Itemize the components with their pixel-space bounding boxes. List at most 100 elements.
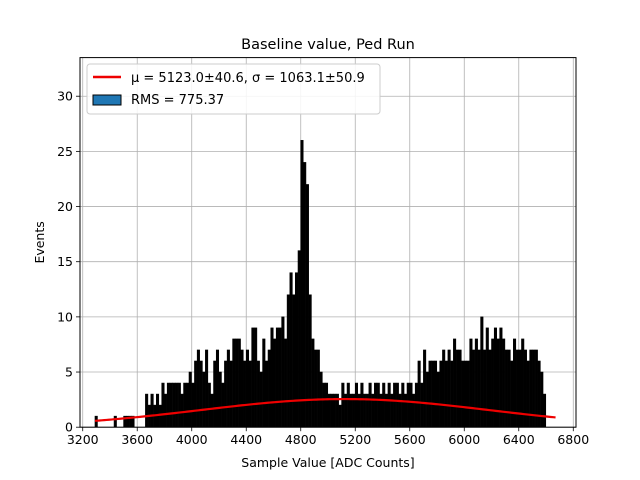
histogram-bar [305, 184, 309, 428]
histogram-bar [248, 360, 252, 428]
histogram-bar [374, 382, 378, 428]
histogram-bar [376, 382, 380, 428]
histogram-bar [177, 382, 181, 428]
histogram-bar [406, 382, 410, 428]
histogram-bar [205, 349, 209, 428]
histogram-bar [431, 360, 435, 428]
histogram-bar [294, 272, 299, 428]
histogram-bar [191, 382, 195, 428]
histogram-bar [450, 360, 454, 428]
histogram-bar [156, 393, 160, 428]
histogram-bar [300, 140, 304, 428]
histogram-bar [338, 404, 342, 428]
histogram-bar [442, 349, 446, 428]
histogram-bar [474, 338, 478, 428]
histogram-bar [354, 382, 359, 428]
y-tick-label: 0 [65, 420, 73, 435]
histogram-bar [542, 393, 547, 428]
histogram-bar [284, 338, 288, 428]
histogram-bar [433, 360, 438, 428]
histogram-bar [161, 382, 165, 428]
histogram-bar [311, 338, 315, 428]
y-tick-label: 5 [65, 365, 73, 380]
histogram-bar [256, 360, 260, 428]
chart-title: Baseline value, Ped Run [241, 37, 415, 53]
x-tick-label: 6400 [503, 432, 535, 447]
histogram-bar [207, 382, 211, 428]
histogram-bar [401, 382, 405, 428]
histogram-bar [461, 360, 465, 428]
histogram-bar [158, 404, 162, 428]
legend-box [86, 63, 381, 115]
histogram-bar [537, 360, 541, 428]
y-tick-label: 30 [57, 89, 73, 104]
fit-curve-group [94, 397, 556, 422]
histogram-bar [469, 338, 473, 428]
histogram-bar [175, 382, 179, 428]
histogram-bar [221, 382, 225, 428]
histogram-bar [444, 360, 448, 428]
y-tick-label: 10 [57, 309, 73, 324]
histogram-bar [412, 393, 416, 428]
histogram-bar [485, 327, 489, 428]
histogram-bar [472, 349, 476, 428]
histogram-bar [540, 371, 544, 428]
histogram-bar [404, 393, 408, 428]
histogram-bar [213, 360, 217, 428]
histogram-bar [423, 349, 427, 428]
histogram-bar [515, 349, 519, 428]
histogram-bar [224, 360, 228, 428]
x-tick-label: 6000 [448, 432, 480, 447]
y-tick-label: 15 [57, 254, 73, 269]
histogram-bar [477, 349, 481, 428]
histogram-bar [169, 382, 173, 428]
histogram-bar [483, 349, 487, 428]
x-axis-ticks: 3200 3600 4000 4400 4800 5200 5600 6000 6400 6800 [67, 427, 589, 447]
histogram-bar [382, 382, 386, 428]
histogram-bar [237, 338, 241, 428]
histogram-bar [180, 393, 184, 428]
plot-frame [79, 57, 577, 428]
histogram-bar [504, 349, 508, 428]
histogram-bar [270, 327, 274, 428]
histogram-bar [183, 382, 187, 428]
histogram-bar [488, 349, 492, 428]
histogram-bar [428, 360, 432, 428]
histogram-bar [390, 393, 394, 428]
histogram-bar [436, 371, 440, 428]
histogram-bar [172, 382, 176, 428]
histogram-bar [308, 294, 312, 428]
histogram-bar [425, 371, 429, 428]
histogram-bar [251, 327, 255, 428]
histogram-bar [210, 393, 214, 428]
histogram-bar [523, 349, 527, 428]
histogram-bar [286, 294, 290, 428]
x-axis-label: Sample Value [ADC Counts] [241, 455, 414, 470]
x-tick-label: 3200 [67, 432, 99, 447]
histogram-bar [232, 338, 236, 428]
histogram-bar [273, 338, 277, 428]
histogram-bar [267, 349, 271, 428]
histogram-bar [226, 349, 230, 428]
histogram-bar [199, 360, 203, 428]
histogram-bar [145, 393, 149, 428]
y-tick-label: 20 [57, 199, 73, 214]
histogram-bar [314, 349, 318, 428]
histogram-bar [387, 382, 391, 428]
histogram-bar [447, 349, 451, 428]
histogram-bar [507, 349, 511, 428]
histogram-bar [113, 415, 117, 428]
histogram-bar [409, 382, 413, 428]
histogram-bar [324, 382, 329, 428]
gaussian-fit-curve [94, 397, 556, 422]
x-tick-label: 4800 [285, 432, 317, 447]
histogram-bar [243, 360, 247, 428]
histogram-bar [292, 294, 296, 428]
x-tick-label: 6800 [557, 432, 589, 447]
histogram-bar [518, 349, 522, 428]
histogram-bar [150, 393, 154, 428]
x-tick-label: 3600 [121, 432, 153, 447]
x-tick-label: 4400 [230, 432, 262, 447]
legend: μ = 5123.0±40.6, σ = 1063.1±50.9 RMS = 7… [86, 63, 381, 115]
